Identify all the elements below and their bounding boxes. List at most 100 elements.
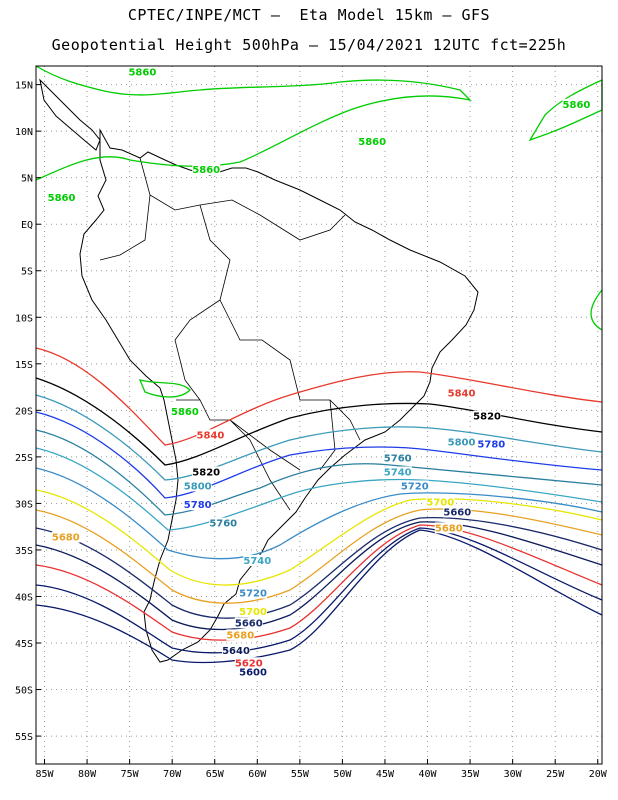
central-america-coast [39,78,101,151]
axis-ticks: 15N 10N 5N EQ 5S 10S 15S 20S 25S 30S 35S 40S 45S 50S 5… [15,81,608,780]
contour-label: 5860 [48,193,76,204]
contour-label: 5700 [239,607,267,618]
contour-label-bg [239,587,268,599]
contour-label-bg [196,429,225,441]
lat-label: 15N [15,81,33,92]
contour-label-bg [128,66,157,78]
map-title: CPTEC/INPE/MCT – Eta Model 15km – GFS [127,6,491,24]
contour-5700 [35,489,603,586]
contour-label: 5780 [477,440,505,451]
lon-label: 40W [418,769,437,780]
contour-label-bg [447,436,476,448]
contour-labels: 5860 5860 5860 5860 5860 5860 5840 5840 5820 5820… [47,66,591,679]
contour-label-bg [183,480,212,492]
contour-label: 5760 [384,454,412,465]
contour-5600 [35,529,603,664]
map-subtitle: Geopotential Height 500hPa – 15/04/2021 … [51,36,567,54]
contour-label-bg [443,506,472,518]
contour-label: 5820 [192,467,220,478]
contour-label: 5600 [239,668,267,679]
contour-5640 [35,521,603,631]
contour-label-bg [383,452,412,464]
contour-label: 5720 [239,588,267,599]
contour-label-bg [234,617,263,629]
lat-label: 40S [15,592,33,603]
contour-label-bg [170,406,199,417]
contour-5840 [35,347,603,446]
lat-label: 5N [21,174,33,185]
contour-5860 [138,379,191,398]
contour-label: 5780 [184,500,212,511]
contour-label-bg [434,522,463,534]
contour-label: 5620 [235,658,263,669]
contour-label: 5660 [235,618,263,629]
contour-label-bg [222,645,251,657]
contour-label: 5840 [448,388,476,399]
lon-label: 55W [291,769,310,780]
contour-label-bg [47,191,76,203]
map-frame [35,65,603,765]
lon-label: 60W [248,769,267,780]
contour-5860 [590,289,603,331]
lat-label: 25S [15,453,33,464]
lon-label: 50W [333,769,352,780]
contour-label: 5660 [443,508,471,519]
contour-label: 5760 [209,519,237,530]
contour-label: 5700 [426,497,454,508]
contour-label: 5680 [52,533,80,544]
lon-label: 70W [163,769,182,780]
contour-5860 [35,65,472,181]
lat-label: 35S [15,546,33,557]
contour-label-bg [473,410,502,422]
contour-5720 [35,467,603,560]
contour-5760 [35,429,603,516]
contour-label: 5860 [128,67,156,78]
contour-5680 [35,508,603,604]
contour-label-bg [562,98,591,110]
contour-5800 [35,394,603,481]
lat-label: EQ [21,220,33,231]
contour-label-bg [243,554,272,566]
contour-label: 5800 [184,481,212,492]
contour-label-bg [358,136,387,148]
contour-label: 5720 [401,481,429,492]
lat-label: 10S [15,313,33,324]
contour-label: 5860 [563,100,591,111]
south-america-coast [79,128,479,663]
lat-label: 15S [15,360,33,371]
contour-label: 5820 [473,412,501,423]
contour-label: 5860 [192,165,220,176]
lon-label: 45W [376,769,395,780]
lon-label: 20W [589,769,608,780]
contour-label-bg [192,466,221,478]
contour-label-bg [51,531,80,543]
contour-5780 [35,411,603,499]
contour-label: 5640 [222,646,250,657]
lat-label: 45S [15,639,33,650]
height-contours [35,65,603,664]
contour-label-bg [477,438,506,450]
lat-label: 55S [15,732,33,743]
lon-label: 80W [78,769,97,780]
contour-label: 5740 [384,467,412,478]
contour-label: 5740 [243,556,271,567]
contour-5740 [35,447,603,531]
contour-label: 5840 [197,430,225,441]
contour-5620 [35,524,603,641]
contour-label-bg [426,496,455,508]
lon-label: 35W [461,769,480,780]
lat-label: 20S [15,406,33,417]
contour-label: 5800 [448,438,476,449]
lon-label: 65W [206,769,225,780]
lat-label: 50S [15,686,33,697]
contour-label-bg [400,480,429,492]
lon-label: 75W [121,769,140,780]
contour-label: 5860 [171,407,199,418]
contour-label-bg [383,466,412,478]
country-borders [99,157,361,511]
contour-label: 5680 [435,523,463,534]
lat-label: 10N [15,127,33,138]
contour-5660 [35,516,603,619]
contour-label: 5860 [358,137,386,148]
lat-label: 30S [15,499,33,510]
